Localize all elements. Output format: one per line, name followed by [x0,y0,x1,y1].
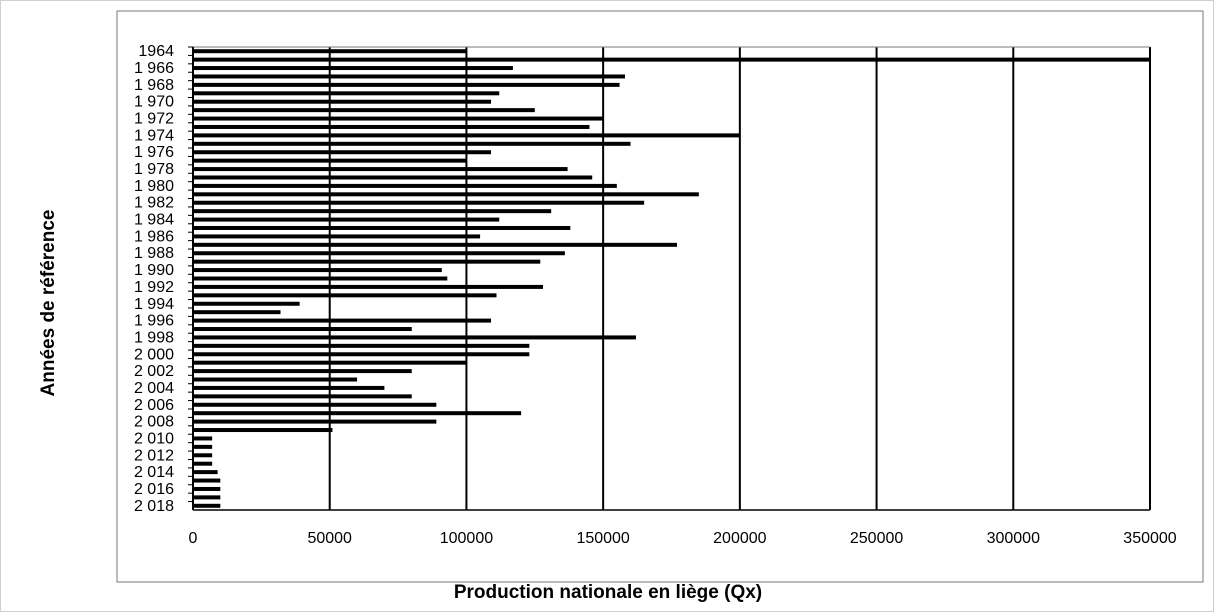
bar [193,259,541,264]
bar [193,167,568,172]
x-tick-label: 300000 [987,530,1040,547]
bar [193,377,358,382]
x-tick-label: 0 [189,530,198,547]
y-tick-label: 1 980 [134,178,174,195]
bar [193,478,221,483]
bar [193,141,631,146]
bar [193,175,593,180]
y-tick-label: 1 986 [134,228,174,245]
y-tick-label: 2 018 [134,498,174,515]
bar [193,74,626,79]
y-tick-label: 1 972 [134,111,174,128]
x-tick-label: 150000 [576,530,629,547]
y-tick-label: 1 984 [134,212,174,229]
bar [193,444,213,449]
bar [193,200,645,205]
bar [193,116,604,121]
y-tick-label: 1 968 [134,77,174,94]
bar [193,251,565,256]
bar [193,352,530,357]
bar [193,66,513,71]
bar [193,225,571,230]
bar [193,217,500,222]
x-tick-label: 250000 [850,530,903,547]
bar [193,133,740,138]
bar [193,495,221,500]
y-tick-label: 1 974 [134,127,174,144]
bar [193,419,437,424]
bar [193,411,522,416]
y-tick-label: 2 008 [134,414,174,431]
y-tick-label: 1 998 [134,329,174,346]
bar [193,192,699,197]
bar [193,209,552,214]
x-tick-label: 100000 [440,530,493,547]
bar [193,394,412,399]
bar [193,276,448,281]
bar [193,360,467,365]
bar [193,428,333,433]
bar [193,318,492,323]
y-tick-label: 1 976 [134,144,174,161]
y-tick-label: 1 990 [134,262,174,279]
bar [193,57,1150,62]
y-tick-label: 2 010 [134,430,174,447]
y-axis-title: Années de référence [38,209,59,397]
y-tick-label: 2 000 [134,346,174,363]
bar [193,183,617,188]
bar [193,301,300,306]
y-tick-label: 1 982 [134,195,174,212]
y-tick-label: 1 992 [134,279,174,296]
bar [193,453,213,458]
bar [193,461,213,466]
y-tick-label: 1 994 [134,296,174,313]
x-tick-label: 200000 [713,530,766,547]
bar [193,234,481,239]
bar [193,470,218,475]
y-tick-label: 2 006 [134,397,174,414]
bar [193,284,543,289]
y-tick-label: 1 970 [134,94,174,111]
bar [193,91,500,96]
bar [193,293,497,298]
bar [193,82,620,87]
bar [193,310,281,315]
bar [193,385,385,390]
y-tick-label: 2 012 [134,447,174,464]
x-axis-title: Production nationale en liège (Qx) [453,582,763,603]
plot-frame [116,10,1204,583]
y-tick-label: 1964 [138,43,174,60]
y-tick-label: 2 004 [134,380,174,397]
bar [193,108,535,113]
bar [193,150,492,155]
bar [193,503,221,508]
bar [193,486,221,491]
x-tick-label: 350000 [1123,530,1176,547]
bar [193,402,437,407]
bar [193,242,677,247]
bar [193,335,636,340]
bar [193,327,412,332]
bar [193,369,412,374]
bar [193,49,467,54]
bar [193,343,530,348]
y-tick-label: 1 978 [134,161,174,178]
y-tick-label: 2 002 [134,363,174,380]
y-tick-label: 2 016 [134,481,174,498]
y-tick-label: 1 988 [134,245,174,262]
bar [193,268,442,273]
bar [193,158,467,163]
bar [193,124,590,129]
bar [193,99,492,104]
y-tick-label: 1 996 [134,313,174,330]
y-tick-label: 1 966 [134,60,174,77]
bar [193,436,213,441]
x-tick-label: 50000 [307,530,352,547]
y-tick-label: 2 014 [134,464,174,481]
